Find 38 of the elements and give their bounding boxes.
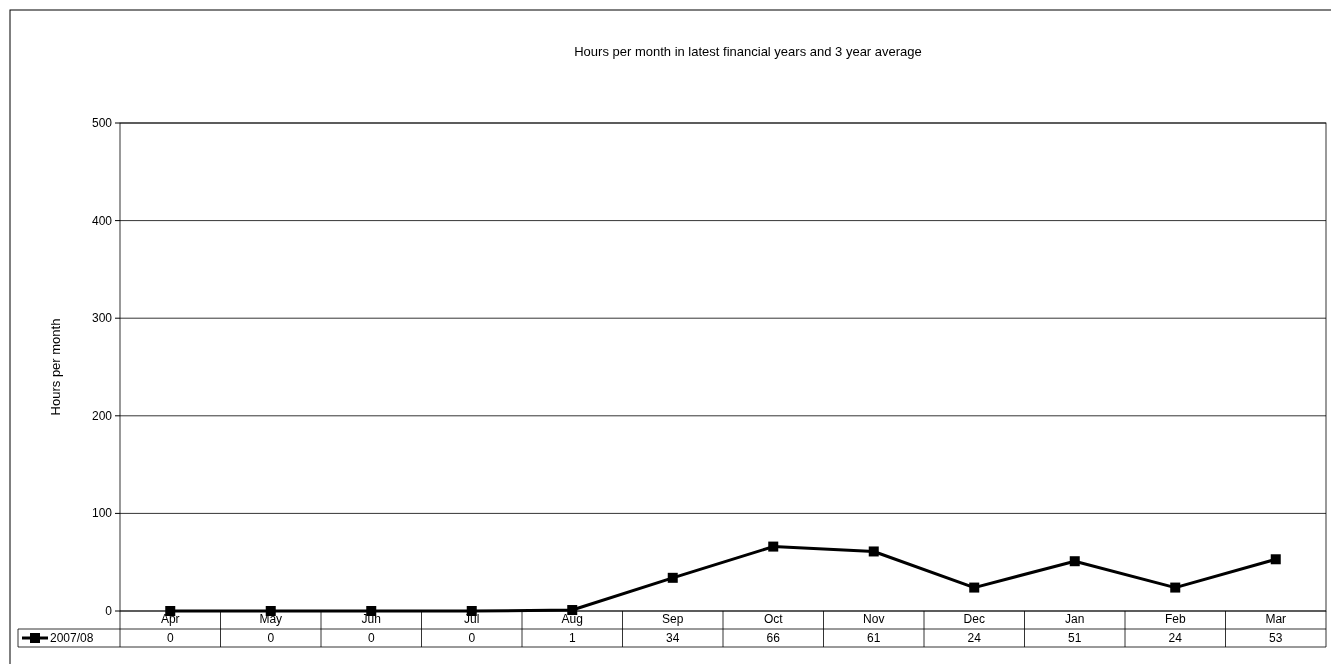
x-tick-label: Jan	[1065, 612, 1085, 626]
data-label: 34	[666, 631, 680, 645]
chart-title: Hours per month in latest financial years and 3 year average	[574, 44, 922, 59]
y-tick-label: 200	[91, 408, 113, 423]
x-tick-label: Aug	[561, 612, 583, 626]
x-tick-label: Jun	[361, 612, 381, 626]
y-tick-label: 100	[91, 506, 113, 521]
point	[1270, 554, 1281, 565]
x-tick-label: Mar	[1265, 612, 1287, 626]
y-tick-label: 500	[91, 116, 113, 130]
data-label: 24	[1168, 631, 1183, 645]
point	[868, 546, 879, 557]
data-label: 61	[867, 631, 881, 645]
point	[768, 541, 779, 552]
y-tick-label: 0	[105, 604, 113, 618]
data-label: 1	[568, 631, 576, 645]
data-label: 0	[267, 631, 275, 645]
data-label: 53	[1269, 631, 1283, 645]
y-tick-label: 400	[91, 213, 113, 228]
y-axis-title: Hours per month	[48, 318, 63, 416]
data-label: 0	[166, 631, 174, 645]
data-label: 51	[1068, 631, 1082, 645]
x-tick-label: Feb	[1164, 612, 1186, 626]
legend-label: 2007/08	[50, 631, 94, 645]
point	[1170, 582, 1181, 593]
x-tick-label: Dec	[963, 612, 985, 626]
x-tick-label: Apr	[160, 612, 180, 626]
data-label: 0	[468, 631, 476, 645]
x-tick-label: Oct	[763, 612, 784, 626]
data-label: 66	[766, 631, 781, 645]
y-tick-label: 300	[91, 311, 113, 326]
point	[667, 572, 678, 583]
data-label: 0	[367, 631, 375, 645]
x-tick-label: Nov	[863, 612, 885, 626]
point	[1069, 556, 1080, 567]
data-label: 24	[967, 631, 982, 645]
x-tick-label: Sep	[662, 612, 684, 626]
point	[969, 582, 980, 593]
